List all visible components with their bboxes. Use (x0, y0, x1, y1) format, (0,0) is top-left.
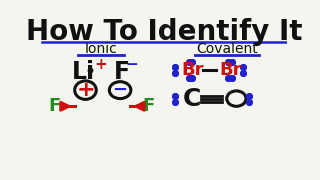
Text: +: + (76, 80, 95, 100)
Text: Br: Br (181, 61, 204, 79)
Text: Br: Br (220, 61, 242, 79)
Text: Li: Li (72, 60, 95, 84)
Text: Ionic: Ionic (84, 42, 117, 56)
Text: How To Identify It: How To Identify It (26, 18, 302, 46)
Text: Covalent: Covalent (196, 42, 258, 56)
Text: F: F (49, 97, 61, 115)
Text: −: − (113, 81, 128, 99)
Text: +: + (95, 57, 108, 72)
Text: F: F (114, 60, 130, 84)
Text: C: C (182, 87, 201, 111)
Text: −: − (125, 57, 138, 72)
Text: F: F (142, 97, 155, 115)
